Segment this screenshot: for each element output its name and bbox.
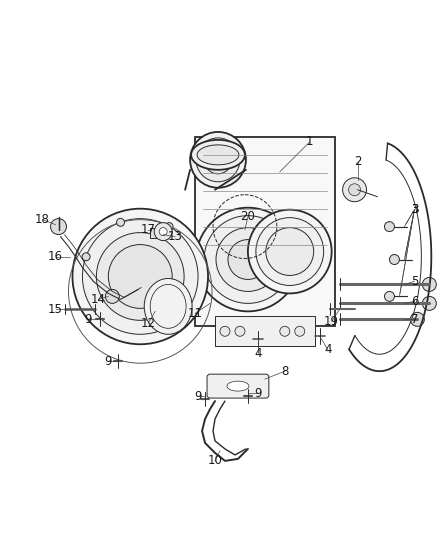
- Circle shape: [159, 228, 167, 236]
- Circle shape: [280, 326, 290, 336]
- Circle shape: [349, 184, 360, 196]
- Circle shape: [235, 326, 245, 336]
- Text: 15: 15: [48, 303, 63, 316]
- Circle shape: [196, 138, 240, 182]
- Text: 9: 9: [105, 354, 112, 368]
- Circle shape: [343, 178, 367, 201]
- Ellipse shape: [191, 140, 245, 170]
- Text: 18: 18: [35, 213, 50, 226]
- Circle shape: [422, 296, 436, 310]
- Ellipse shape: [144, 278, 192, 334]
- Circle shape: [50, 219, 67, 235]
- Circle shape: [204, 216, 292, 303]
- Text: 4: 4: [254, 347, 261, 360]
- Circle shape: [154, 223, 172, 240]
- Text: 8: 8: [281, 365, 289, 378]
- Circle shape: [216, 228, 280, 292]
- Ellipse shape: [227, 381, 249, 391]
- Circle shape: [228, 240, 268, 279]
- Circle shape: [117, 219, 124, 227]
- Text: 19: 19: [324, 315, 339, 328]
- Circle shape: [82, 253, 90, 261]
- Text: 1: 1: [306, 135, 314, 148]
- Circle shape: [389, 255, 399, 264]
- Circle shape: [96, 232, 184, 320]
- Text: 9: 9: [254, 386, 261, 400]
- Text: 12: 12: [141, 317, 156, 330]
- Circle shape: [190, 132, 246, 188]
- Circle shape: [248, 209, 332, 293]
- Text: 9: 9: [85, 313, 92, 326]
- Text: 13: 13: [168, 230, 183, 243]
- Ellipse shape: [197, 145, 239, 165]
- Text: 20: 20: [240, 210, 255, 223]
- Circle shape: [385, 292, 395, 301]
- Text: 16: 16: [48, 250, 63, 263]
- Text: 17: 17: [141, 223, 156, 236]
- Circle shape: [106, 289, 119, 303]
- Circle shape: [295, 326, 305, 336]
- Text: 9: 9: [194, 390, 202, 402]
- Text: 10: 10: [208, 454, 223, 467]
- Text: 5: 5: [411, 275, 418, 288]
- Circle shape: [256, 217, 324, 286]
- Text: 11: 11: [187, 307, 203, 320]
- Text: 2: 2: [354, 155, 361, 168]
- Text: 3: 3: [411, 203, 418, 216]
- Text: 7: 7: [411, 313, 418, 326]
- Circle shape: [385, 222, 395, 232]
- Text: 3: 3: [411, 203, 418, 216]
- Circle shape: [165, 223, 173, 231]
- Bar: [150, 228, 168, 238]
- Bar: [195, 137, 335, 326]
- Circle shape: [220, 326, 230, 336]
- Circle shape: [266, 228, 314, 276]
- Bar: [215, 317, 314, 346]
- Circle shape: [108, 245, 172, 309]
- Circle shape: [196, 208, 300, 311]
- Text: 3: 3: [411, 203, 418, 216]
- FancyBboxPatch shape: [207, 374, 269, 398]
- Text: 14: 14: [91, 293, 106, 306]
- Circle shape: [422, 278, 436, 292]
- Text: 6: 6: [411, 295, 418, 308]
- Text: 4: 4: [324, 343, 332, 356]
- Circle shape: [410, 312, 424, 326]
- Circle shape: [82, 219, 198, 334]
- Circle shape: [72, 209, 208, 344]
- Circle shape: [204, 146, 232, 174]
